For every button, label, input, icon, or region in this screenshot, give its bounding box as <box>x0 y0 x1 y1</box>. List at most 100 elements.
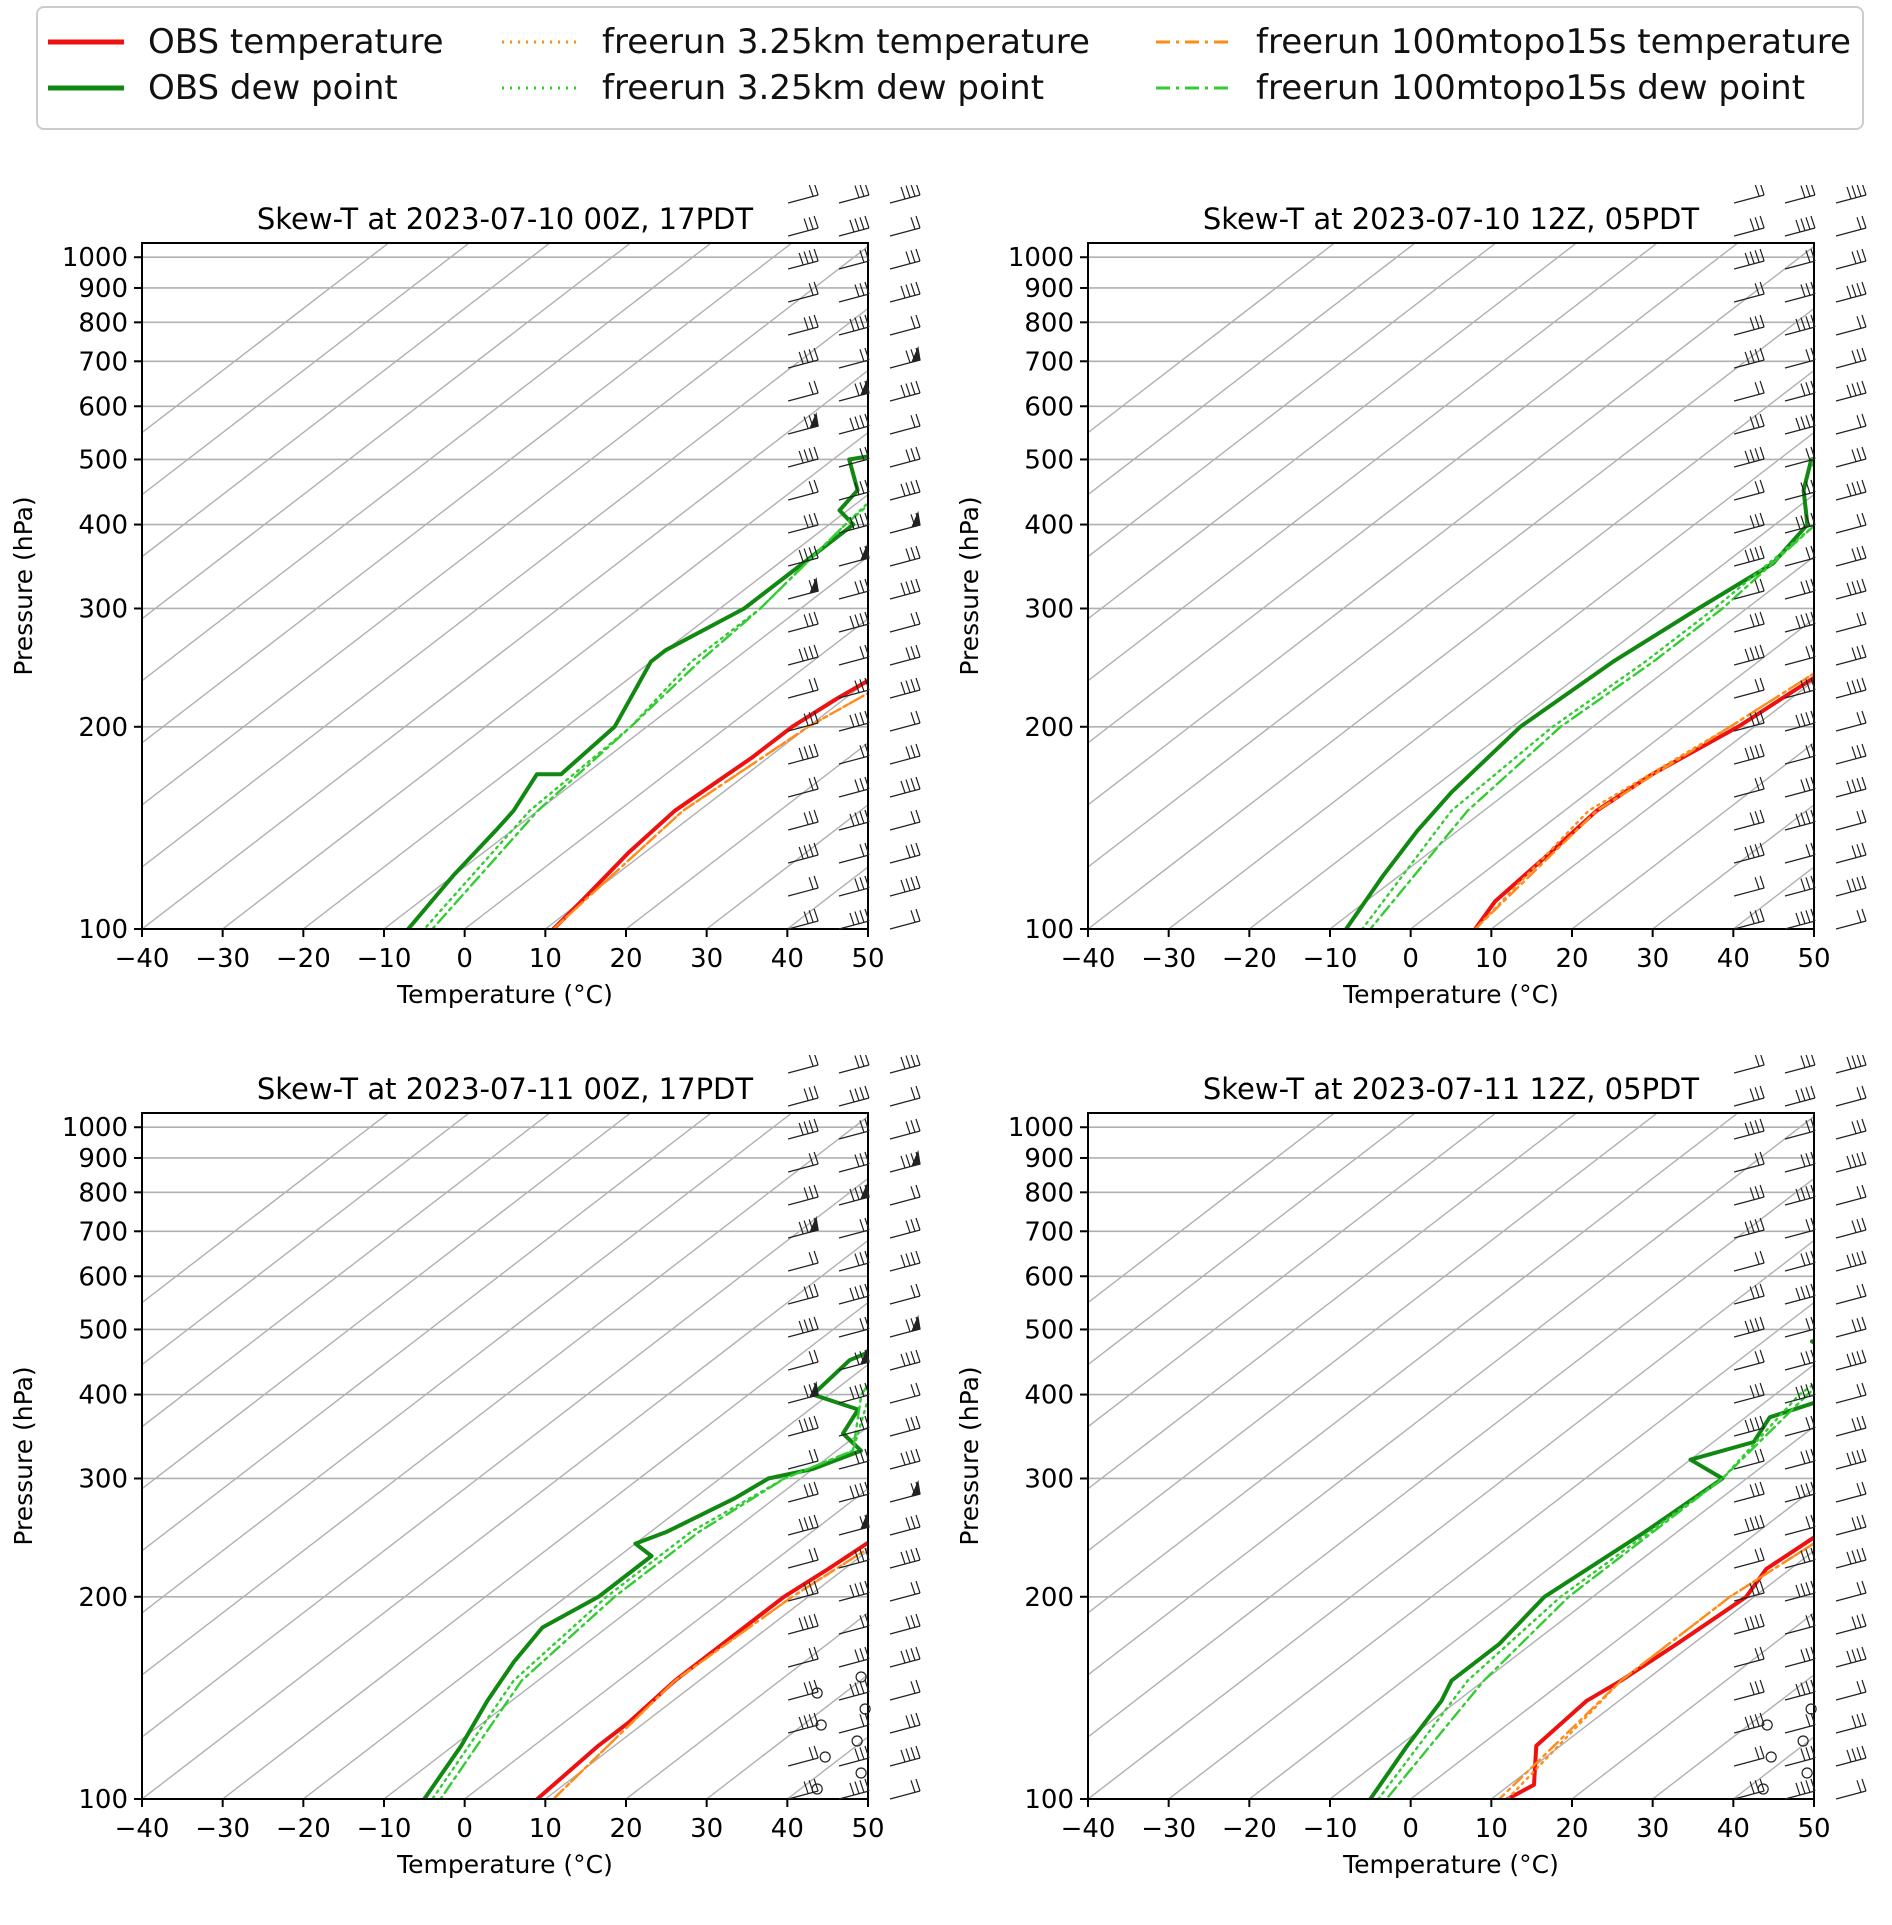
wind-barb <box>839 1713 869 1733</box>
isotherm-line <box>1572 1113 1892 1799</box>
wind-barb <box>1836 1746 1866 1766</box>
legend-swatch <box>46 78 126 98</box>
isotherm-line <box>1007 243 1892 929</box>
wind-barb <box>890 185 920 203</box>
wind-barb <box>1785 1416 1815 1436</box>
wind-barb <box>1836 1581 1866 1601</box>
wind-barb <box>1836 480 1866 500</box>
wind-barb <box>1836 315 1866 335</box>
wind-barb <box>890 1251 920 1271</box>
wind-barb <box>1836 348 1866 368</box>
wind-barb <box>1785 1055 1815 1073</box>
isotherm-line <box>946 1113 1576 1799</box>
x-tick-label: 0 <box>456 1814 473 1844</box>
wind-barb <box>1785 1647 1815 1667</box>
wind-barb <box>788 1152 818 1172</box>
profile-line <box>1475 257 1892 929</box>
wind-barb <box>1836 1416 1866 1436</box>
wind-barb <box>839 1086 869 1106</box>
wind-barb <box>839 579 869 599</box>
wind-barb <box>839 1055 869 1073</box>
wind-barb <box>1836 447 1866 467</box>
wind-barb <box>890 1350 920 1370</box>
x-tick-label: 0 <box>456 944 473 974</box>
y-axis-label: Pressure (hPa) <box>955 496 984 675</box>
wind-barb <box>1734 447 1764 467</box>
wind-barb <box>1734 1317 1764 1337</box>
wind-barb <box>1836 1449 1866 1469</box>
x-tick-label: 10 <box>1475 1814 1508 1844</box>
wind-barb <box>1836 546 1866 566</box>
wind-barb <box>839 1515 869 1535</box>
wind-barb <box>1836 414 1866 434</box>
x-tick-label: −40 <box>115 944 170 974</box>
wind-barb <box>1734 810 1764 830</box>
wind-barb <box>1734 414 1764 434</box>
wind-barb <box>788 1317 818 1337</box>
wind-barb <box>1785 1218 1815 1238</box>
wind-barb <box>1836 1383 1866 1403</box>
wind-barb <box>788 1383 818 1403</box>
wind-barb <box>890 810 920 830</box>
wind-barb <box>788 876 818 896</box>
isotherm-line <box>0 1113 792 1799</box>
isotherm-line <box>223 243 946 929</box>
wind-barb <box>1785 777 1815 797</box>
x-tick-label: 0 <box>1402 944 1419 974</box>
legend-item: freerun 3.25km temperature <box>500 20 1090 64</box>
wind-barb <box>839 1284 869 1304</box>
x-tick-label: −30 <box>195 944 250 974</box>
x-axis-label: Temperature (°C) <box>396 980 613 1009</box>
wind-barb <box>890 1449 920 1469</box>
wind-barb <box>1734 645 1764 665</box>
isotherm-line <box>0 1113 630 1799</box>
legend-item: freerun 100mtopo15s temperature <box>1154 20 1851 64</box>
y-tick-label: 100 <box>78 1785 128 1815</box>
isotherm-line <box>303 243 946 929</box>
wind-barb <box>839 1185 869 1205</box>
wind-barb <box>839 185 869 203</box>
isotherm-line <box>1411 1113 1892 1799</box>
wind-barb <box>1836 711 1866 731</box>
wind-barb <box>890 1482 920 1502</box>
isotherm-line <box>946 243 1738 929</box>
wind-barb <box>839 1317 869 1337</box>
wind-barb <box>1785 1779 1815 1799</box>
legend-swatch <box>500 78 580 98</box>
wind-barbs <box>1734 185 1866 929</box>
wind-barb <box>890 645 920 665</box>
wind-barb <box>1734 1185 1764 1205</box>
wind-barb <box>839 414 869 434</box>
wind-barb <box>1785 1317 1815 1337</box>
chart-title: Skew-T at 2023-07-11 00Z, 17PDT <box>257 1072 754 1106</box>
calm-wind-circle <box>1802 1768 1812 1778</box>
y-tick-label: 700 <box>78 347 128 377</box>
wind-barb <box>1836 1218 1866 1238</box>
wind-barb <box>1836 810 1866 830</box>
y-tick-label: 700 <box>1024 347 1074 377</box>
wind-barb <box>1734 282 1764 302</box>
wind-barb <box>890 447 920 467</box>
isotherm-line <box>1169 1113 1892 1799</box>
isotherm-line <box>946 1113 1738 1799</box>
y-tick-label: 1000 <box>62 1113 128 1143</box>
legend-label: freerun 3.25km temperature <box>602 22 1090 62</box>
x-tick-label: 20 <box>1555 1814 1588 1844</box>
x-tick-label: 20 <box>609 1814 642 1844</box>
wind-barb <box>1734 1614 1764 1634</box>
wind-barb <box>890 579 920 599</box>
wind-barb <box>1785 381 1815 401</box>
x-tick-label: 50 <box>1797 1814 1830 1844</box>
wind-barb <box>839 843 869 863</box>
wind-barb <box>788 1284 818 1304</box>
wind-barb <box>1836 513 1866 533</box>
wind-barb <box>890 843 920 863</box>
wind-barb <box>788 777 818 797</box>
y-tick-label: 800 <box>1024 1178 1074 1208</box>
profile-line <box>553 1127 946 1799</box>
x-tick-label: −10 <box>357 1814 412 1844</box>
x-tick-label: 40 <box>771 1814 804 1844</box>
legend-label: freerun 100mtopo15s temperature <box>1256 22 1851 62</box>
x-tick-label: 10 <box>1475 944 1508 974</box>
isotherm-line <box>1653 243 1892 929</box>
